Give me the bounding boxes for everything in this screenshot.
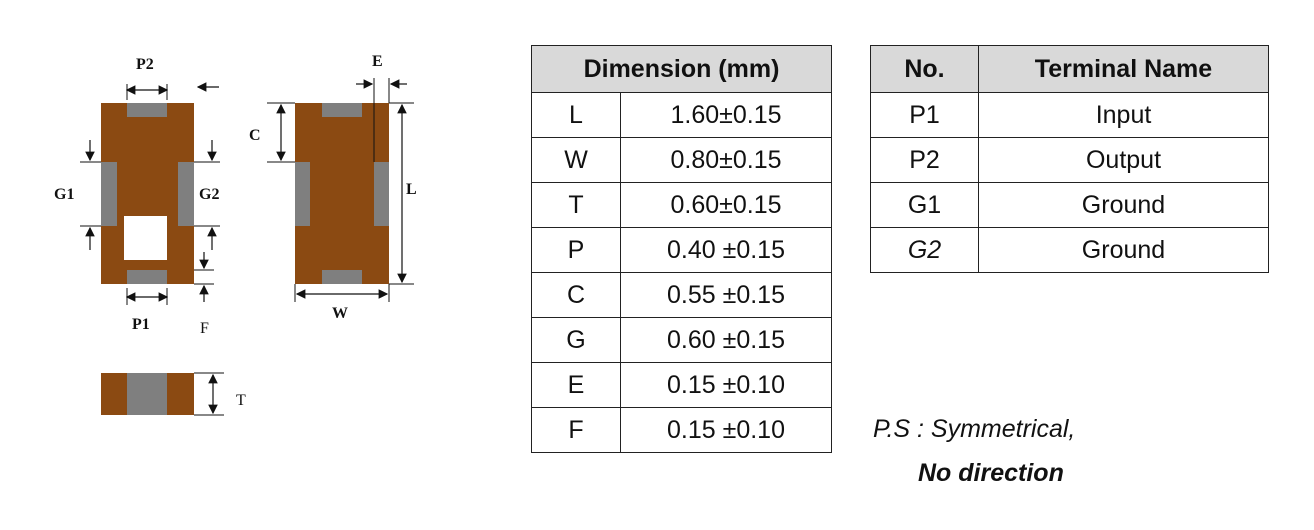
dimension-header: Dimension (mm)	[531, 45, 832, 93]
terminal-name: Input	[978, 92, 1269, 138]
terminal-no: G1	[870, 182, 979, 228]
terminal-name: Ground	[978, 227, 1269, 273]
terminal-header-no: No.	[870, 45, 979, 93]
dimension-symbol: P	[531, 227, 621, 273]
dimension-value: 0.80±0.15	[620, 137, 832, 183]
label-e: E	[372, 53, 383, 70]
note-line-1: P.S : Symmetrical,	[873, 415, 1076, 443]
dimension-symbol: L	[531, 92, 621, 138]
table-row: G2 Ground	[870, 227, 1269, 273]
dimension-value: 0.15 ±0.10	[620, 407, 832, 453]
pad-g2	[178, 162, 194, 226]
label-f: F	[200, 320, 209, 337]
label-p1: P1	[132, 316, 150, 333]
dimension-symbol: G	[531, 317, 621, 363]
table-row: E 0.15 ±0.10	[531, 362, 832, 408]
terminal-name: Ground	[978, 182, 1269, 228]
dimension-value: 0.15 ±0.10	[620, 362, 832, 408]
table-row: T 0.60±0.15	[531, 182, 832, 228]
pad-p2	[127, 103, 167, 117]
table-row: W 0.80±0.15	[531, 137, 832, 183]
table-row: P1 Input	[870, 92, 1269, 138]
table-row: F 0.15 ±0.10	[531, 407, 832, 453]
terminal-no: P1	[870, 92, 979, 138]
table-row: L 1.60±0.15	[531, 92, 832, 138]
table-row: C 0.55 ±0.15	[531, 272, 832, 318]
terminal-no: G2	[870, 227, 979, 273]
dimension-table: Dimension (mm) L 1.60±0.15 W 0.80±0.15 T 0.…	[531, 45, 832, 453]
dimension-value: 0.40 ±0.15	[620, 227, 832, 273]
label-t: T	[236, 392, 246, 409]
dimension-value: 0.60 ±0.15	[620, 317, 832, 363]
label-p2: P2	[136, 56, 154, 73]
table-row: G 0.60 ±0.15	[531, 317, 832, 363]
dimension-symbol: F	[531, 407, 621, 453]
label-c: C	[249, 127, 261, 144]
terminal-table: No. Terminal Name P1 Input P2 Output G1 Gro…	[870, 45, 1269, 273]
label-g2: G2	[199, 186, 219, 203]
table-row: P2 Output	[870, 137, 1269, 183]
side-view: T	[101, 372, 246, 416]
component-drawing: P2 P1 G1 G2 F	[54, 53, 417, 416]
label-g1: G1	[54, 186, 74, 203]
orientation-window	[124, 216, 167, 260]
label-w: W	[332, 305, 348, 322]
dimension-value: 1.60±0.15	[620, 92, 832, 138]
pad-p1	[127, 270, 167, 284]
label-l: L	[406, 181, 417, 198]
dimension-symbol: W	[531, 137, 621, 183]
table-row: G1 Ground	[870, 182, 1269, 228]
terminal-header-name: Terminal Name	[978, 45, 1269, 93]
chip-body-bottom	[295, 103, 389, 284]
terminal-no: P2	[870, 137, 979, 183]
table-row: P 0.40 ±0.15	[531, 227, 832, 273]
top-view: P2 P1 G1 G2 F	[54, 56, 220, 337]
dimension-symbol: E	[531, 362, 621, 408]
bottom-view: C E L W	[249, 53, 417, 322]
dimension-symbol: T	[531, 182, 621, 228]
dimension-value: 0.55 ±0.15	[620, 272, 832, 318]
pad-g1	[101, 162, 117, 226]
note-line-2: No direction	[918, 459, 1064, 487]
dimension-symbol: C	[531, 272, 621, 318]
dimension-value: 0.60±0.15	[620, 182, 832, 228]
terminal-name: Output	[978, 137, 1269, 183]
